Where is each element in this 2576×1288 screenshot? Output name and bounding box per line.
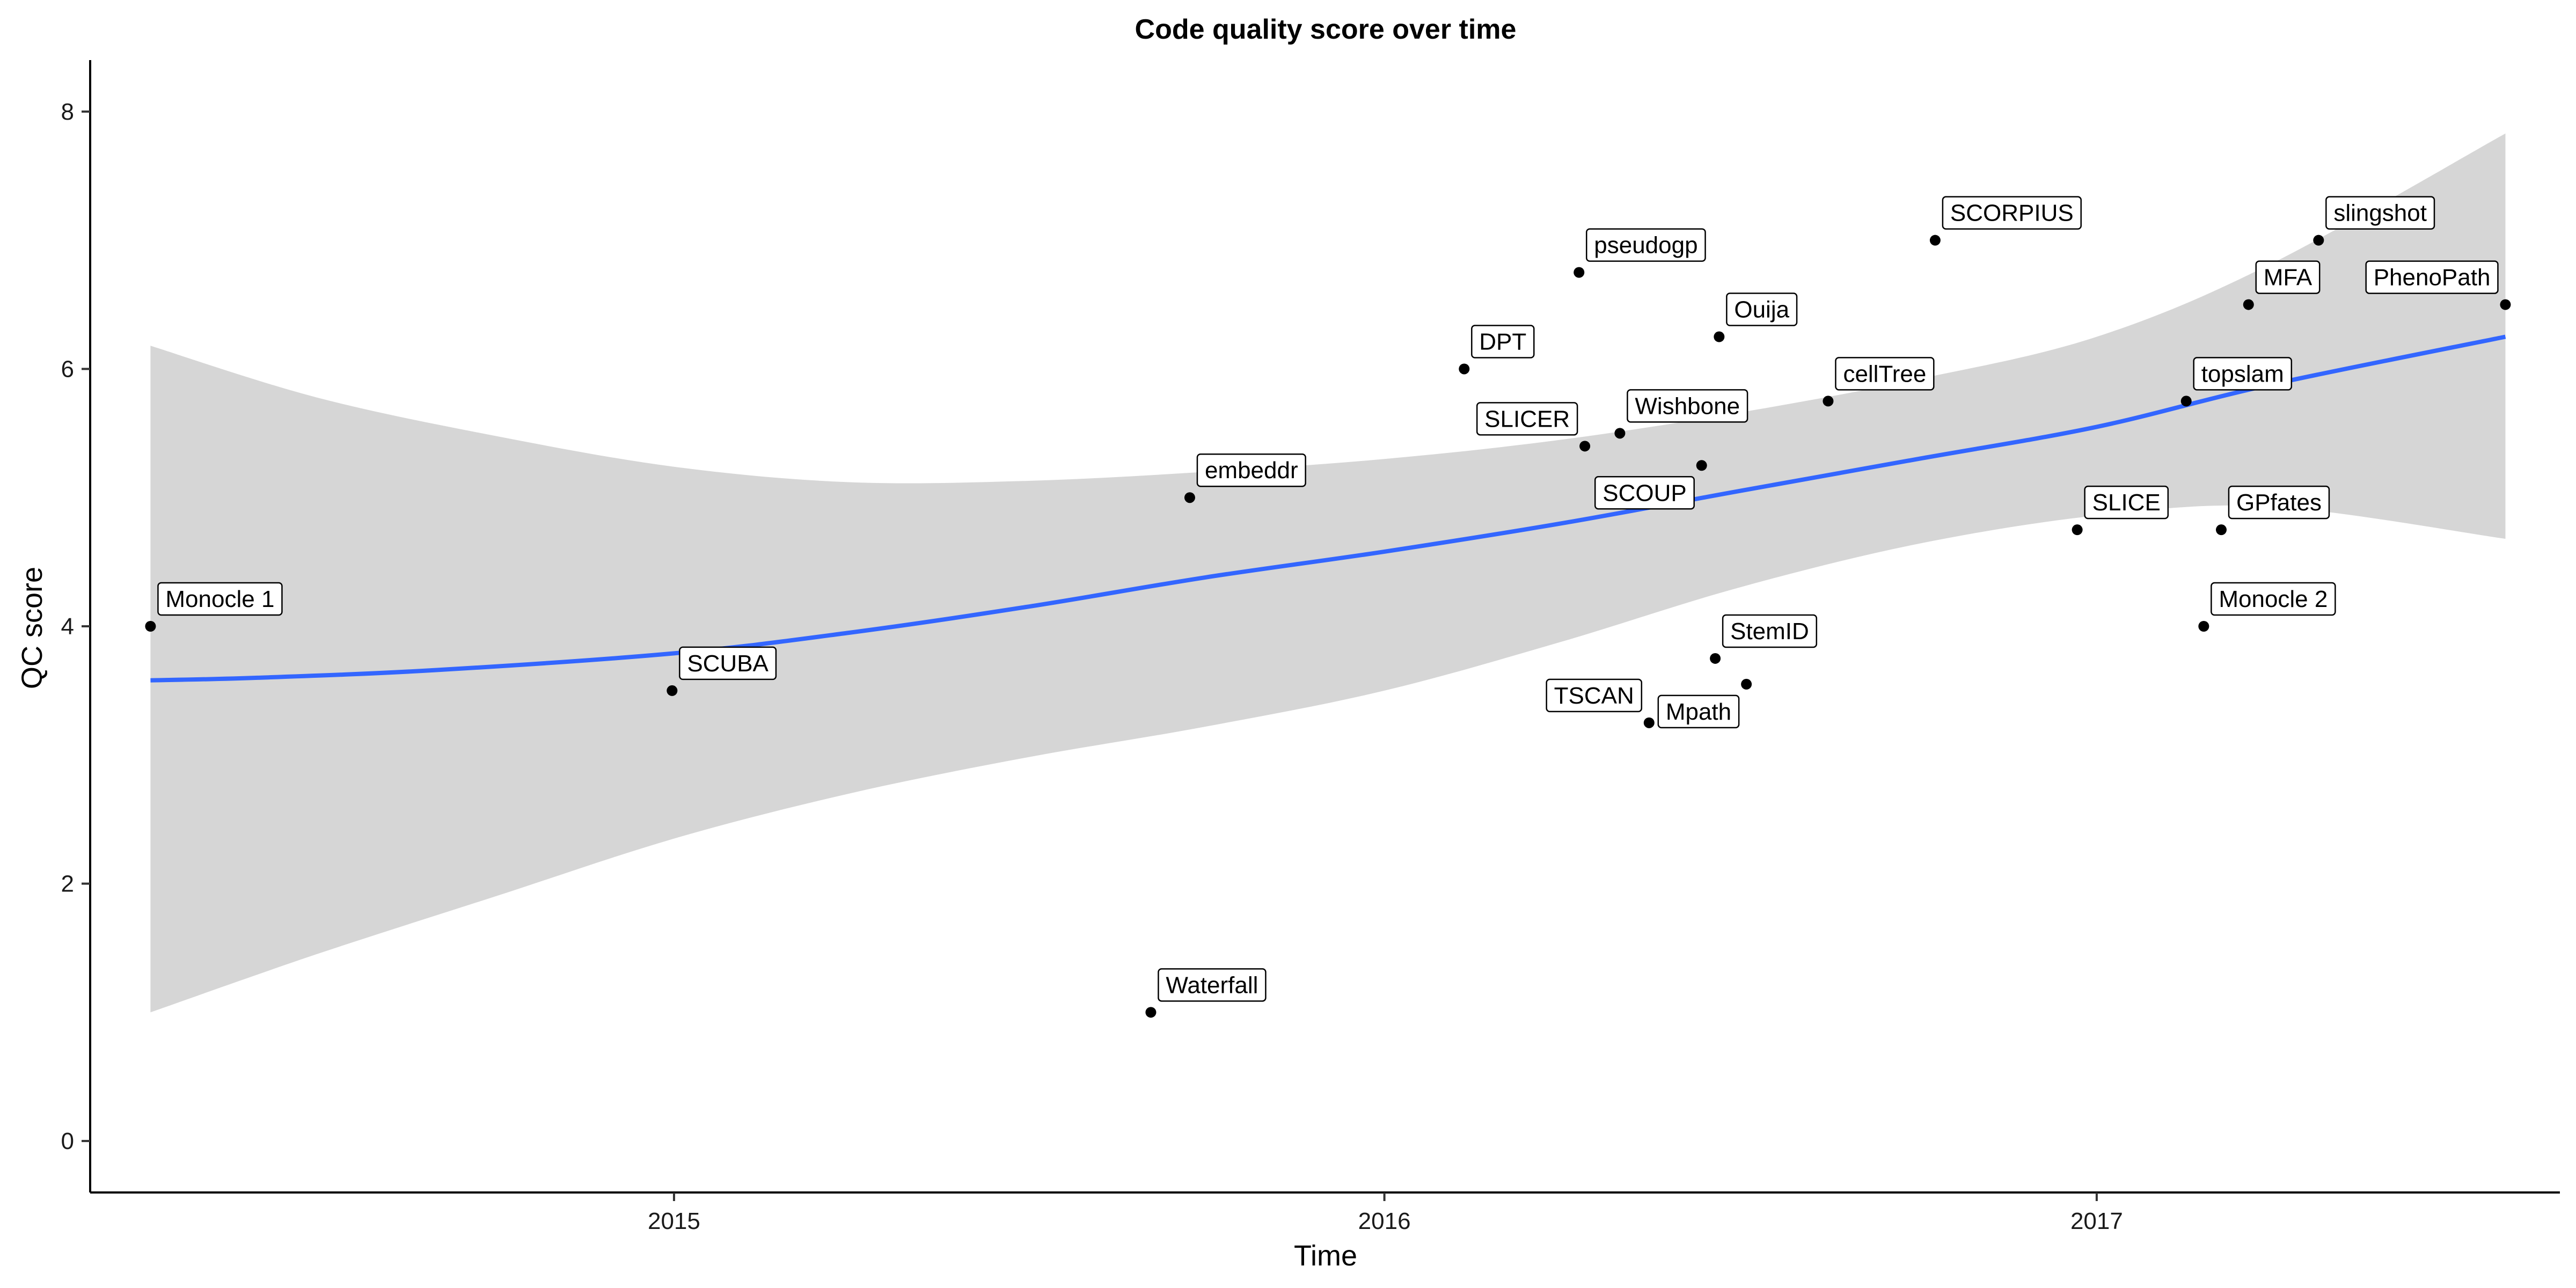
data-point	[2313, 235, 2324, 246]
x-tick-label: 2017	[2070, 1208, 2123, 1234]
confidence-band	[150, 133, 2506, 1013]
data-point	[1714, 331, 1725, 342]
point-label-box	[1586, 228, 1706, 262]
point-label-box	[2325, 196, 2435, 230]
point-label: SLICER	[1484, 406, 1570, 432]
point-labels-layer: Monocle 1 SCUBA Waterfall embeddr DPT pseudog…	[157, 196, 2499, 1002]
chart-title: Code quality score over time	[1135, 14, 1517, 45]
point-label: SCORPIUS	[1950, 200, 2074, 226]
point-label-box	[2365, 260, 2499, 294]
data-point	[1184, 492, 1195, 503]
point-label: Mpath	[1666, 699, 1731, 725]
point-label: cellTree	[1843, 361, 1926, 387]
point-label: SCOUP	[1602, 480, 1686, 506]
points-layer	[145, 235, 2511, 1018]
point-label: topslam	[2201, 361, 2284, 387]
point-label-box	[157, 582, 283, 616]
x-tick-label: 2016	[1358, 1208, 1411, 1234]
data-point	[2243, 299, 2254, 310]
y-tick-label: 8	[61, 99, 74, 125]
data-point	[1459, 363, 1470, 375]
y-tick-label: 4	[61, 613, 74, 640]
point-label: TSCAN	[1554, 683, 1634, 709]
data-point	[2072, 524, 2083, 536]
point-label-box	[1476, 402, 1578, 436]
x-axis-title: Time	[1294, 1240, 1357, 1272]
point-label-box	[1657, 694, 1740, 729]
point-label-box	[1722, 614, 1818, 648]
point-label: StemID	[1730, 618, 1809, 645]
point-label-box	[2193, 357, 2293, 391]
point-label: Monocle 2	[2219, 586, 2328, 612]
point-label-box	[2084, 485, 2169, 519]
point-label: slingshot	[2333, 200, 2427, 226]
y-tick-label: 6	[61, 356, 74, 382]
data-point	[145, 621, 156, 632]
data-point	[1741, 678, 1752, 690]
data-point	[2215, 524, 2227, 536]
point-label: pseudogp	[1594, 232, 1697, 259]
trend-line	[150, 334, 2506, 683]
point-label-box	[2255, 260, 2321, 294]
x-tick-label: 2015	[648, 1208, 700, 1234]
point-label-box	[1942, 196, 2082, 230]
y-axis-title: QC score	[16, 567, 48, 689]
data-point	[2198, 621, 2209, 632]
point-label: Ouija	[1734, 297, 1789, 323]
point-label-box	[1726, 292, 1798, 326]
point-label: MFA	[2264, 265, 2312, 291]
point-label: Wishbone	[1635, 393, 1740, 419]
point-label: PhenoPath	[2374, 265, 2491, 291]
point-label-box	[1196, 453, 1306, 487]
data-point	[1823, 396, 1834, 407]
point-label: Waterfall	[1166, 972, 1258, 998]
data-point	[1574, 267, 1585, 278]
data-point	[2180, 396, 2192, 407]
point-label-box	[1835, 357, 1935, 391]
point-label-box	[1546, 678, 1643, 713]
data-point	[1145, 1007, 1157, 1018]
data-point	[1929, 235, 1941, 246]
data-point	[1643, 717, 1655, 728]
point-label-box	[2228, 485, 2330, 519]
point-label-box	[679, 646, 777, 680]
point-label-box	[1627, 389, 1748, 423]
axes: 0 2 4 6 8 2015 2016 2017	[61, 60, 2560, 1234]
point-label: SLICE	[2092, 489, 2161, 516]
data-point	[1579, 441, 1591, 452]
data-point	[667, 685, 678, 696]
point-label: SCUBA	[687, 650, 769, 677]
data-point	[2500, 299, 2511, 310]
trend-line-layer	[150, 334, 2506, 683]
point-label: embeddr	[1205, 457, 1298, 484]
point-label-box	[2211, 582, 2336, 616]
point-label-box	[1158, 968, 1267, 1002]
data-point	[1710, 653, 1721, 664]
point-label: Monocle 1	[165, 586, 274, 612]
confidence-band-layer	[150, 133, 2506, 1013]
data-point	[1696, 460, 1707, 471]
point-label-box	[1594, 476, 1695, 510]
data-point	[1614, 428, 1626, 439]
point-label: DPT	[1479, 328, 1526, 355]
y-tick-label: 0	[61, 1128, 74, 1154]
point-label: GPfates	[2236, 489, 2322, 516]
y-tick-label: 2	[61, 871, 74, 897]
point-label-box	[1471, 325, 1535, 358]
